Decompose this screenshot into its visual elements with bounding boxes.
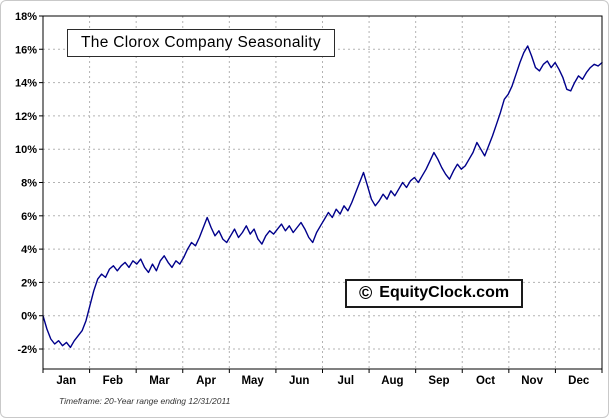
- x-axis-month-label: May: [241, 375, 264, 387]
- x-axis-month-label: Jan: [56, 375, 76, 387]
- x-axis-month-label: Jul: [337, 375, 354, 387]
- x-axis-month-label: Nov: [521, 375, 543, 387]
- y-axis-tick-label: 18%: [15, 11, 37, 23]
- y-axis-tick-label: 4%: [21, 244, 37, 256]
- y-axis-tick-label: 6%: [21, 211, 37, 223]
- timeframe-note: Timeframe: 20-Year range ending 12/31/20…: [59, 396, 231, 406]
- x-axis-month-label: Aug: [381, 375, 403, 387]
- y-axis-tick-label: 2%: [21, 277, 37, 289]
- watermark-text: EquityClock.com: [379, 284, 510, 301]
- y-axis-tick-label: 8%: [21, 178, 37, 190]
- plot-border: [42, 15, 603, 370]
- x-axis-month-label: Dec: [568, 375, 590, 387]
- y-axis-tick-label: 0%: [21, 311, 37, 323]
- chart-title: The Clorox Company Seasonality: [67, 29, 335, 57]
- seasonality-line: [42, 45, 603, 349]
- y-axis-tick-label: 12%: [15, 111, 37, 123]
- x-axis-month-label: Sep: [428, 375, 449, 387]
- y-axis-tick-label: 10%: [15, 144, 37, 156]
- y-axis-tick-label: 16%: [15, 44, 37, 56]
- y-axis-tick-label: 14%: [15, 78, 37, 90]
- x-axis-month-label: Oct: [476, 375, 495, 387]
- x-axis-month-label: Apr: [196, 375, 216, 387]
- y-axis-tick-label: -2%: [17, 344, 37, 356]
- x-axis-month-label: Mar: [149, 375, 170, 387]
- x-axis-month-label: Jun: [289, 375, 309, 387]
- x-axis-month-label: Feb: [103, 375, 123, 387]
- watermark: © EquityClock.com: [345, 279, 524, 308]
- copyright-icon: ©: [359, 283, 373, 303]
